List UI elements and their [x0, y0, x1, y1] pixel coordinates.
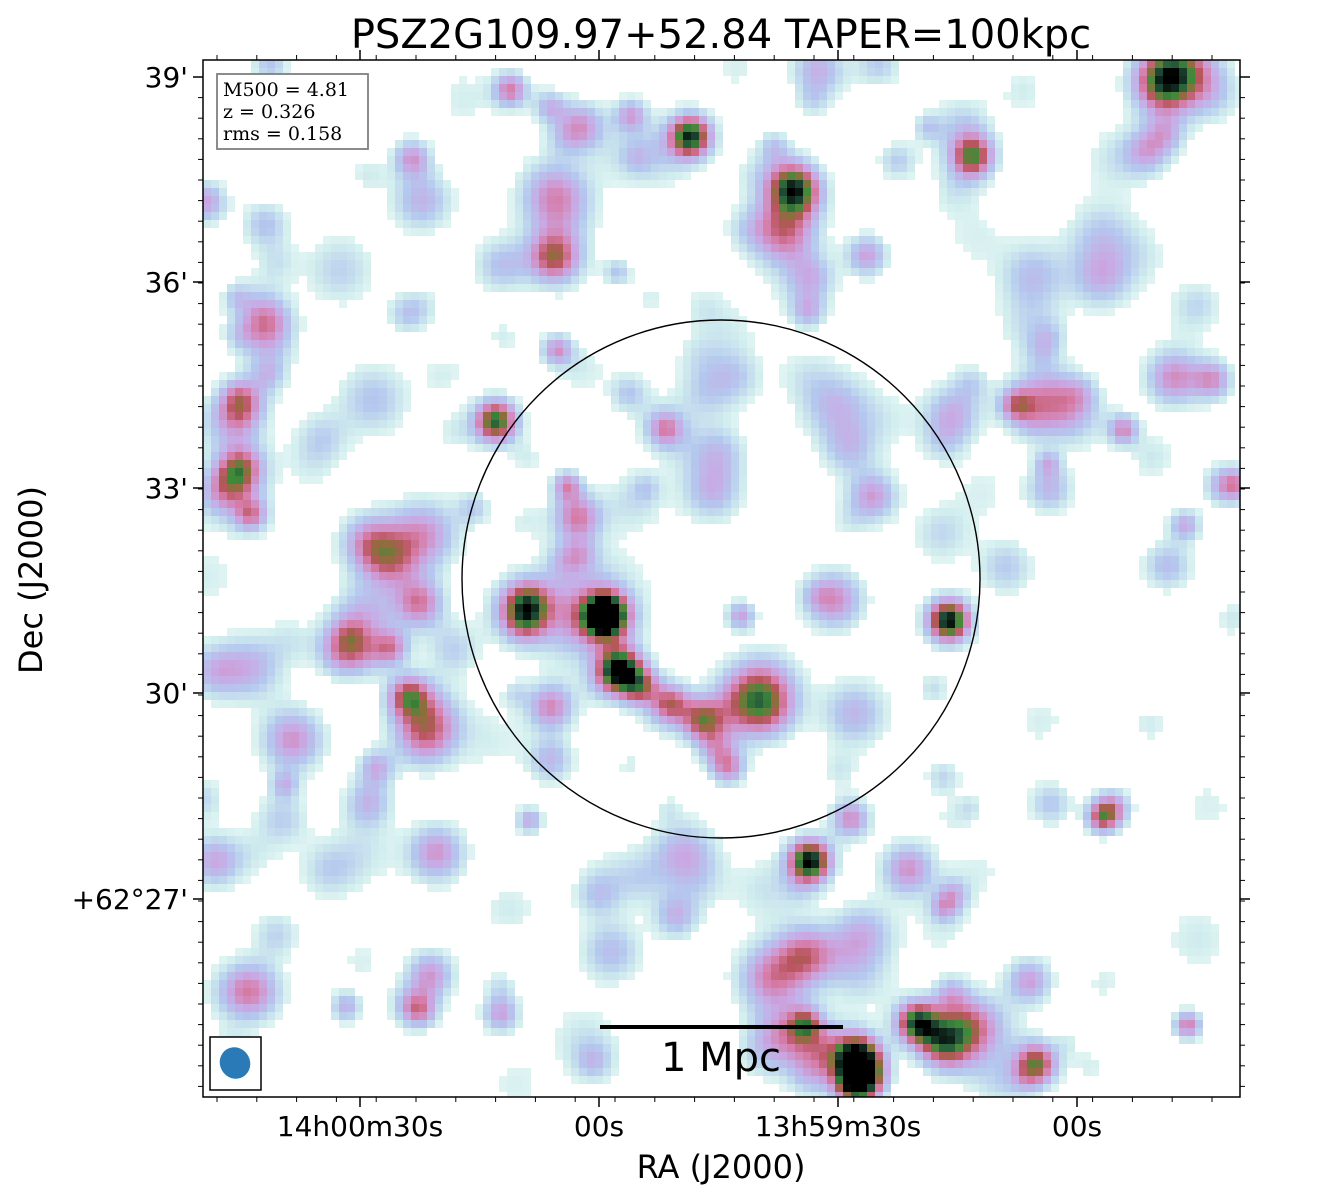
info-rms: rms = 0.158 — [223, 123, 342, 145]
x-tick-label: 00s — [1052, 1110, 1102, 1143]
beam-box — [209, 1036, 262, 1091]
x-tick-label: 13h59m30s — [755, 1110, 922, 1143]
y-tick-label: 36' — [145, 266, 188, 299]
info-m500: M500 = 4.81 — [223, 79, 349, 101]
axis-ticks — [193, 50, 1250, 1107]
chart-title: PSZ2G109.97+52.84 TAPER=100kpc — [351, 12, 1091, 58]
x-axis-label: RA (J2000) — [637, 1148, 806, 1186]
x-tick-label: 00s — [574, 1110, 624, 1143]
scale-bar-label: 1 Mpc — [661, 1035, 781, 1081]
plot-frame — [202, 59, 1241, 1098]
y-axis-label: Dec (J2000) — [12, 486, 50, 674]
radio-intensity-map — [203, 60, 1240, 1097]
y-tick-label: 30' — [145, 677, 188, 710]
x-tick-labels: 14h00m30s 00s 13h59m30s 00s — [277, 1110, 1102, 1143]
scale-bar: 1 Mpc — [600, 1025, 843, 1081]
y-tick-label: 33' — [145, 472, 188, 505]
cluster-r500-circle — [461, 319, 981, 839]
info-redshift: z = 0.326 — [223, 101, 315, 123]
y-tick-label: +62°27' — [72, 883, 188, 916]
y-tick-labels: 39' 36' 33' 30' +62°27' — [72, 61, 188, 916]
beam-ellipse — [219, 1047, 251, 1079]
x-tick-label: 14h00m30s — [277, 1110, 444, 1143]
info-box-frame — [216, 73, 369, 150]
info-box: M500 = 4.81 z = 0.326 rms = 0.158 — [216, 73, 369, 150]
y-tick-label: 39' — [145, 61, 188, 94]
